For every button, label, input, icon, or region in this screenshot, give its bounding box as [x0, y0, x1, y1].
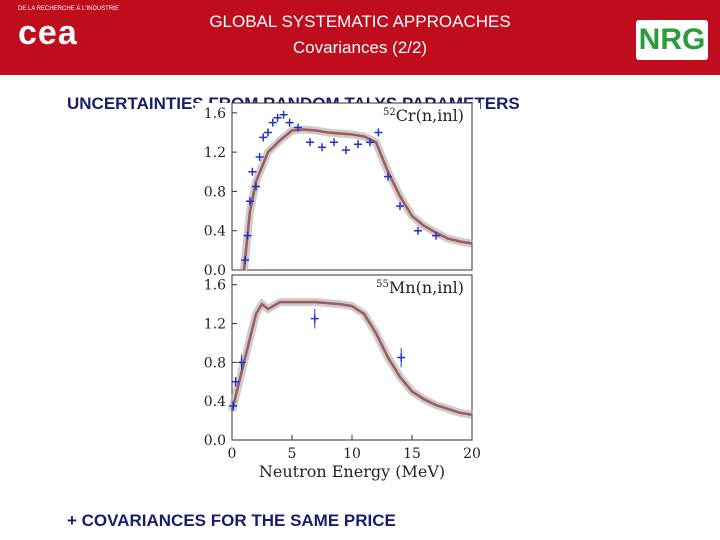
experiment-point [294, 123, 302, 132]
experiment-point [237, 358, 246, 367]
x-tick-label: 20 [463, 446, 481, 462]
experiment-point [248, 167, 257, 176]
y-tick-label: 0.0 [204, 263, 226, 279]
experiment-point [229, 402, 238, 411]
panel-annotation: 55Mn(n,inl) [376, 278, 464, 297]
experiment-point [354, 140, 362, 149]
y-tick-label: 1.6 [204, 278, 226, 294]
experiment-point [397, 353, 406, 362]
experiment-point [384, 172, 392, 181]
plot-frame [231, 102, 473, 271]
experiment-point [330, 138, 338, 147]
experiment-point [342, 146, 350, 155]
experiment-point [252, 182, 260, 191]
x-tick-label: 15 [403, 446, 421, 462]
experiment-point [279, 110, 288, 119]
y-tick-label: 0.8 [204, 355, 226, 371]
experiment-point [246, 197, 254, 206]
x-tick-label: 10 [343, 446, 361, 462]
figure-background [195, 103, 480, 488]
annotation-mass: 52 [383, 107, 396, 118]
y-tick-label: 0.4 [204, 224, 226, 240]
subtitle: Covariances (2/2) [292, 38, 428, 57]
experiment-point [241, 256, 250, 265]
header-band: DE LA RECHERCHE À L'INDUSTRIE cea GLOBAL… [0, 0, 720, 75]
experiment-point [366, 138, 374, 147]
experiment-point [273, 113, 282, 122]
panel-annotation: 52Cr(n,inl) [383, 106, 464, 125]
model-line [230, 300, 473, 416]
y-tick-label: 0.4 [204, 394, 226, 410]
experiment-point [285, 118, 294, 127]
experiment-point [396, 202, 404, 211]
model-line [242, 128, 473, 271]
experiment-point [231, 377, 240, 386]
y-tick-label: 1.2 [204, 317, 226, 333]
experiment-point [264, 128, 272, 137]
x-tick-label: 5 [288, 446, 297, 462]
experiment-point [255, 153, 264, 162]
footer: + COVARIANCES FOR THE SAME PRICE [67, 511, 396, 530]
experiment-point [310, 314, 319, 323]
y-tick-label: 0.0 [204, 433, 226, 449]
y-tick-label: 1.6 [204, 106, 226, 122]
x-tick-label: 0 [228, 446, 237, 462]
logo-left: cea [18, 14, 78, 52]
experiment-point [243, 231, 252, 240]
experiment-point [259, 133, 268, 142]
experiment-point [432, 231, 440, 240]
experiment-point [414, 226, 422, 235]
experiment-point [374, 128, 383, 137]
annotation-mass: 55 [376, 279, 389, 290]
annotation-label: Mn(n,inl) [389, 278, 464, 297]
y-tick-label: 0.8 [204, 184, 226, 200]
y-tick-label: 1.2 [204, 145, 226, 161]
title: GLOBAL SYSTEMATIC APPROACHES [209, 12, 511, 31]
experiment-point [268, 118, 277, 127]
experiment-point [318, 143, 326, 152]
logo-caption: DE LA RECHERCHE À L'INDUSTRIE [18, 6, 119, 12]
experiment-point [306, 138, 314, 147]
logo-right: NRG [636, 20, 708, 60]
annotation-label: Cr(n,inl) [396, 106, 464, 125]
x-axis-label: Neutron Energy (MeV) [259, 462, 445, 481]
